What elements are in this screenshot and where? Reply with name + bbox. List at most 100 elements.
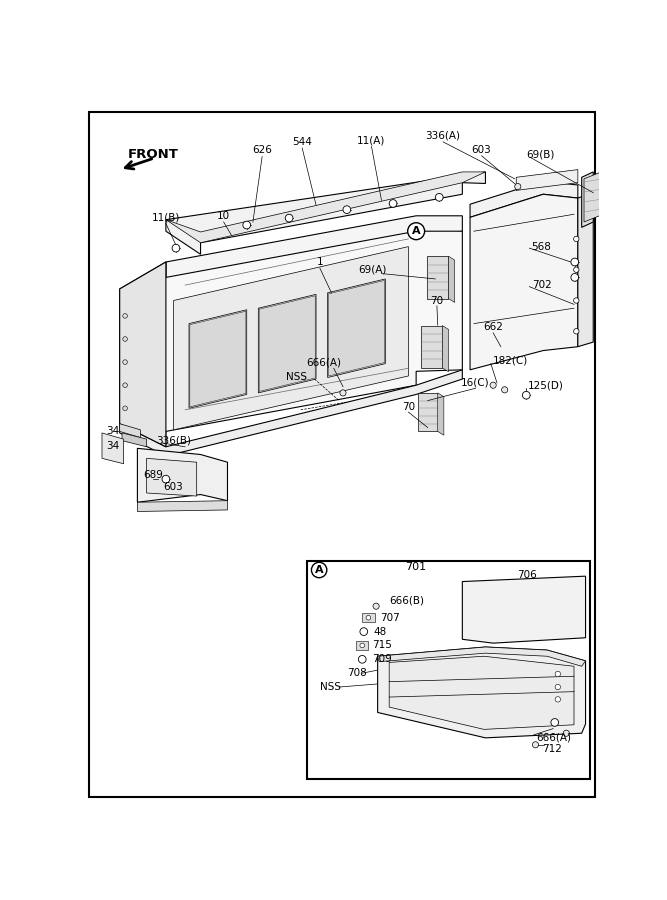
Polygon shape [462,576,586,644]
Text: 702: 702 [532,280,552,290]
Circle shape [571,258,578,265]
Text: 603: 603 [472,145,492,155]
Circle shape [551,718,558,726]
Polygon shape [356,641,368,650]
Circle shape [360,644,365,648]
Polygon shape [584,171,603,222]
Text: 11(A): 11(A) [358,135,386,145]
Circle shape [360,628,368,635]
Circle shape [555,684,560,689]
Polygon shape [166,216,462,281]
Circle shape [571,274,578,281]
Circle shape [563,730,570,736]
Text: 689: 689 [143,470,163,480]
Polygon shape [427,256,448,299]
Polygon shape [516,169,578,191]
Polygon shape [137,500,227,511]
Text: 1: 1 [317,257,323,267]
Circle shape [574,298,579,303]
Text: 16(C): 16(C) [461,378,490,388]
Text: 70: 70 [402,401,415,412]
Text: 70: 70 [430,295,444,305]
Text: 706: 706 [517,571,537,580]
Circle shape [340,390,346,396]
Text: 544: 544 [292,137,312,147]
Polygon shape [327,279,386,377]
Polygon shape [119,262,166,446]
Text: 34: 34 [107,427,120,436]
Polygon shape [442,326,448,372]
Circle shape [285,214,293,222]
Circle shape [555,671,560,677]
Text: FRONT: FRONT [127,148,178,161]
Text: 666(A): 666(A) [306,357,342,367]
Circle shape [389,200,397,207]
Circle shape [123,360,127,364]
Circle shape [358,655,366,663]
FancyBboxPatch shape [307,561,590,779]
Text: 182(C): 182(C) [493,356,528,365]
Polygon shape [189,310,247,409]
Circle shape [574,236,579,241]
Circle shape [373,603,379,609]
Text: 48: 48 [374,626,387,636]
Polygon shape [102,433,123,464]
Text: 662: 662 [483,321,503,332]
Text: A: A [412,226,420,236]
Text: 34: 34 [107,441,120,451]
Polygon shape [421,326,442,368]
Circle shape [502,387,508,393]
Polygon shape [378,647,586,738]
Circle shape [408,222,425,239]
Text: 666(A): 666(A) [536,733,571,742]
Polygon shape [362,613,375,623]
Text: 666(B): 666(B) [389,596,424,606]
Text: 603: 603 [163,482,183,491]
Polygon shape [448,256,455,302]
Text: 11(B): 11(B) [151,212,180,222]
Polygon shape [119,370,462,456]
Circle shape [343,206,351,213]
Polygon shape [418,393,438,431]
Polygon shape [119,231,462,446]
Text: 709: 709 [372,654,392,664]
Polygon shape [470,181,578,217]
Circle shape [522,392,530,399]
Polygon shape [166,172,486,255]
Polygon shape [603,171,613,217]
Polygon shape [378,647,586,666]
Polygon shape [147,458,197,496]
Text: 712: 712 [542,743,562,753]
Text: 715: 715 [372,641,392,651]
Circle shape [243,221,251,229]
Text: 626: 626 [252,145,272,156]
Polygon shape [470,194,578,370]
Circle shape [172,244,179,252]
Text: 568: 568 [532,241,552,252]
Text: 125(D): 125(D) [528,380,564,391]
Text: 701: 701 [406,562,427,572]
Text: NSS: NSS [320,682,341,692]
Text: 336(A): 336(A) [426,130,461,140]
Circle shape [311,562,327,578]
Text: 10: 10 [217,211,230,220]
Text: A: A [315,565,323,575]
Circle shape [555,697,560,702]
Polygon shape [582,172,593,228]
Text: NSS: NSS [285,373,307,382]
Circle shape [123,382,127,388]
Polygon shape [389,656,574,729]
Circle shape [532,742,538,748]
Polygon shape [258,294,316,393]
Circle shape [574,328,579,334]
Circle shape [490,382,496,388]
Polygon shape [119,424,141,437]
Polygon shape [137,448,227,502]
Circle shape [574,267,579,273]
Polygon shape [166,172,486,243]
Text: 336(B): 336(B) [156,436,191,446]
Text: 707: 707 [380,613,400,623]
Polygon shape [122,433,147,446]
Circle shape [162,475,169,483]
Circle shape [123,313,127,319]
